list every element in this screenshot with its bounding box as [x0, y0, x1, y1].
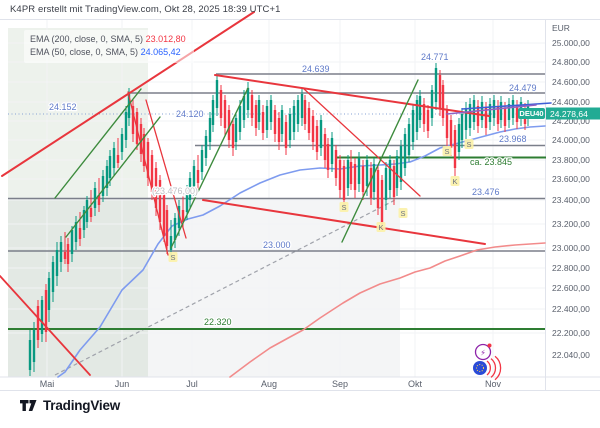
symbol-badge-text: DEU40 [519, 109, 543, 118]
sk-badge-bg[interactable] [376, 222, 386, 232]
last-price-badge-text: 24.278,64 [550, 109, 588, 119]
sk-badge-letter: K [378, 223, 383, 232]
sk-badge-bg[interactable] [450, 176, 460, 186]
sk-badge-bg[interactable] [168, 252, 178, 262]
price-level-label[interactable]: 24.120 [175, 108, 205, 121]
y-axis-label[interactable]: 24.400,00 [552, 97, 590, 107]
sk-badge-letter: S [466, 140, 471, 149]
price-level-label[interactable]: 24.479 [508, 82, 538, 95]
price-level-label[interactable]: (23.476,00) [151, 185, 200, 198]
x-axis-label[interactable]: Jun [115, 379, 130, 389]
price-level-label[interactable]: ca. 23.845 [469, 156, 514, 169]
trendline-drawing[interactable] [145, 99, 187, 239]
x-axis-label[interactable]: Jul [186, 379, 198, 389]
price-level-label[interactable]: 24.771 [420, 51, 450, 64]
trendline-drawing[interactable] [446, 104, 537, 115]
flash-idea-icon[interactable] [474, 343, 492, 361]
y-axis-label[interactable]: 25.000,00 [552, 38, 590, 48]
sk-badge-bg[interactable] [339, 202, 349, 212]
y-axis-label[interactable]: 24.000,00 [552, 135, 590, 145]
price-level-label[interactable]: 24.639 [301, 63, 331, 76]
trendline-drawing[interactable] [0, 275, 91, 376]
sk-badge-letter: S [170, 253, 175, 262]
indicator-legend[interactable]: EMA (200, close, 0, SMA, 5) 23.012,80 EM… [24, 30, 194, 63]
y-axis-label[interactable]: 22.200,00 [552, 328, 590, 338]
eu-stars-ring [476, 364, 484, 372]
trendline-drawing[interactable] [170, 87, 249, 249]
sk-badge-letter: S [341, 203, 346, 212]
y-axis-label[interactable]: 24.200,00 [552, 116, 590, 126]
y-axis-label[interactable]: 24.600,00 [552, 77, 590, 87]
y-axis-label[interactable]: 24.800,00 [552, 57, 590, 67]
tradingview-logo-icon [20, 400, 37, 411]
x-axis-label[interactable]: Okt [408, 379, 423, 389]
trendline-drawing[interactable] [214, 74, 490, 117]
price-level-label[interactable]: 24.152 [48, 101, 78, 114]
legend-ema50-value: 24.065,42 [140, 47, 181, 57]
trendline-drawing[interactable] [127, 91, 169, 256]
price-level-label[interactable]: 23.476 [471, 186, 501, 199]
y-axis-label[interactable]: 23.800,00 [552, 155, 590, 165]
legend-ema200-value: 23.012,80 [145, 34, 186, 44]
shaded-region [8, 28, 148, 377]
y-axis-label[interactable]: 23.000,00 [552, 243, 590, 253]
tradingview-logo[interactable]: TradingView [20, 398, 120, 413]
y-axis-label[interactable]: 23.200,00 [552, 219, 590, 229]
trendline-drawing[interactable] [341, 79, 419, 243]
event-arc [494, 355, 502, 381]
y-axis-label[interactable]: 23.600,00 [552, 174, 590, 184]
y-axis-label[interactable]: 22.400,00 [552, 304, 590, 314]
event-arc [490, 358, 497, 378]
price-level-label[interactable]: 22.320 [203, 316, 233, 329]
sk-badge-bg[interactable] [398, 208, 408, 218]
symbol-badge [518, 108, 545, 119]
x-axis-label[interactable]: Nov [485, 379, 502, 389]
sk-badge-letter: S [444, 147, 449, 156]
legend-ema50-row[interactable]: EMA (50, close, 0, SMA, 5) 24.065,42 [30, 46, 186, 59]
last-price-badge [546, 107, 600, 120]
chart-attribution-header: K4PR erstellt mit TradingView.com, Okt 2… [10, 4, 281, 15]
y-axis-label[interactable]: 22.040,00 [552, 350, 590, 360]
x-axis-label[interactable]: Sep [332, 379, 348, 389]
sk-badge-bg[interactable] [442, 146, 452, 156]
dashed-trendline[interactable] [54, 198, 398, 376]
price-level-label[interactable]: 23.968 [498, 133, 528, 146]
trendline-drawing[interactable] [461, 102, 552, 110]
y-axis-label[interactable]: 22.600,00 [552, 283, 590, 293]
sk-badge-bg[interactable] [464, 139, 474, 149]
legend-ema200-label: EMA (200, close, 0, SMA, 5) [30, 34, 144, 44]
lightning-glyph: ⚡ [480, 349, 486, 358]
ema200-line [229, 242, 546, 378]
trendline-drawing[interactable] [54, 88, 142, 199]
price-level-label[interactable]: 23.000 [262, 239, 292, 252]
y-axis-label[interactable]: EUR [552, 23, 570, 33]
legend-ema50-label: EMA (50, close, 0, SMA, 5) [30, 47, 139, 57]
sk-badge-letter: S [400, 209, 405, 218]
event-arc [486, 360, 491, 376]
candles-layer [28, 63, 530, 376]
x-axis-label[interactable]: Aug [261, 379, 277, 389]
eu-event-icon[interactable] [473, 361, 487, 375]
sk-badge-letter: K [452, 177, 457, 186]
notification-dot [487, 343, 492, 348]
y-axis-label[interactable]: 23.400,00 [552, 195, 590, 205]
trendline-drawing[interactable] [302, 87, 421, 197]
y-axis-label[interactable]: 22.800,00 [552, 263, 590, 273]
legend-ema200-row[interactable]: EMA (200, close, 0, SMA, 5) 23.012,80 [30, 33, 186, 46]
trendline-drawing[interactable] [202, 199, 486, 245]
x-axis-label[interactable]: Mai [40, 379, 55, 389]
tradingview-logo-text: TradingView [43, 398, 121, 413]
trendline-drawing[interactable] [65, 116, 161, 238]
